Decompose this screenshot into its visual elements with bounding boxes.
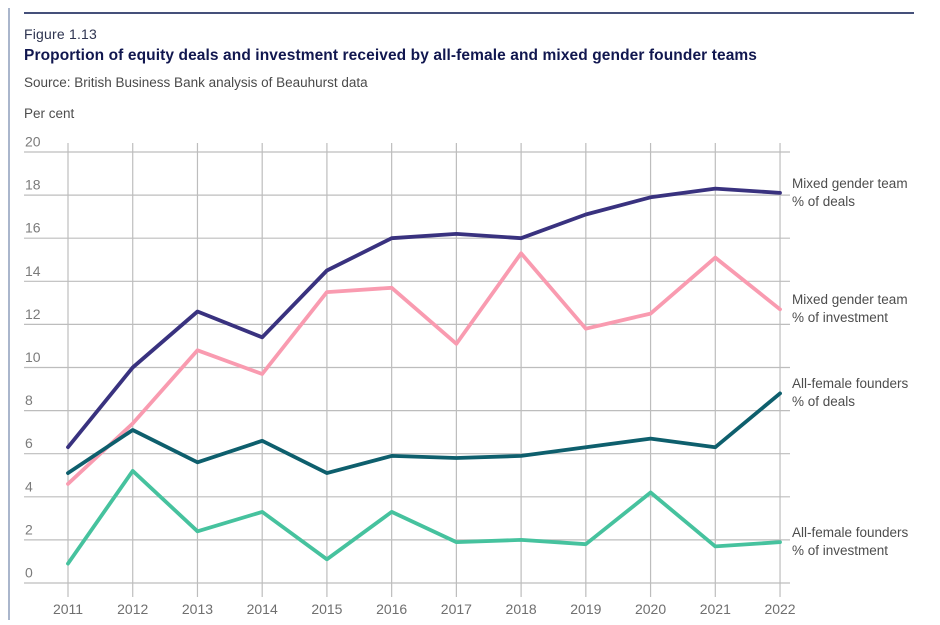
series-annotation-female-deals: All-female founders % of deals — [792, 375, 908, 411]
x-tick-label: 2015 — [311, 601, 342, 617]
y-tick-label: 12 — [25, 306, 41, 322]
y-tick-label: 10 — [25, 349, 41, 365]
x-tick-label: 2016 — [376, 601, 407, 617]
series-annotation-mixed-investment: Mixed gender team % of investment — [792, 291, 908, 327]
header-rule — [24, 12, 914, 14]
annotation-line: % of deals — [792, 394, 856, 409]
annotation-line: Mixed gender team — [792, 175, 908, 191]
x-tick-label: 2019 — [570, 601, 601, 617]
x-tick-label: 2014 — [247, 601, 278, 617]
x-tick-label: 2021 — [700, 601, 731, 617]
y-tick-label: 4 — [25, 478, 33, 494]
series-line — [66, 251, 782, 486]
figure-label: Figure 1.13 — [24, 26, 98, 42]
y-tick-label: 18 — [25, 177, 41, 193]
y-tick-label: 16 — [25, 220, 41, 236]
x-tick-label: 2011 — [53, 601, 83, 617]
y-tick-label: 8 — [25, 392, 33, 408]
series-line — [66, 186, 782, 450]
x-tick-label: 2018 — [506, 601, 537, 617]
page-title: Proportion of equity deals and investmen… — [24, 47, 758, 64]
x-tick-label: 2012 — [117, 601, 148, 617]
annotation-line: All-female founders — [792, 375, 909, 391]
annotation-line: % of investment — [792, 543, 889, 558]
series-line — [66, 391, 782, 476]
x-tick-label: 2013 — [182, 601, 213, 617]
annotation-line: All-female founders — [792, 524, 909, 540]
series-line — [66, 468, 782, 566]
annotation-line: % of investment — [792, 310, 889, 325]
y-axis-unit-label: Per cent — [24, 106, 75, 121]
y-tick-label: 2 — [25, 521, 33, 537]
x-tick-label: 2022 — [764, 601, 795, 617]
y-tick-label: 14 — [25, 263, 41, 279]
series-annotation-female-investment: All-female founders % of investment — [792, 524, 908, 560]
annotation-line: Mixed gender team — [792, 291, 908, 307]
y-tick-label: 6 — [25, 435, 33, 451]
source-line: Source: British Business Bank analysis o… — [24, 75, 368, 90]
page-edge-rule — [8, 8, 10, 620]
y-tick-label: 0 — [25, 565, 33, 581]
annotation-line: % of deals — [792, 194, 856, 209]
series-annotation-mixed-deals: Mixed gender team % of deals — [792, 175, 908, 211]
x-tick-label: 2020 — [635, 601, 666, 617]
y-tick-label: 20 — [25, 134, 41, 150]
x-tick-label: 2017 — [441, 601, 472, 617]
